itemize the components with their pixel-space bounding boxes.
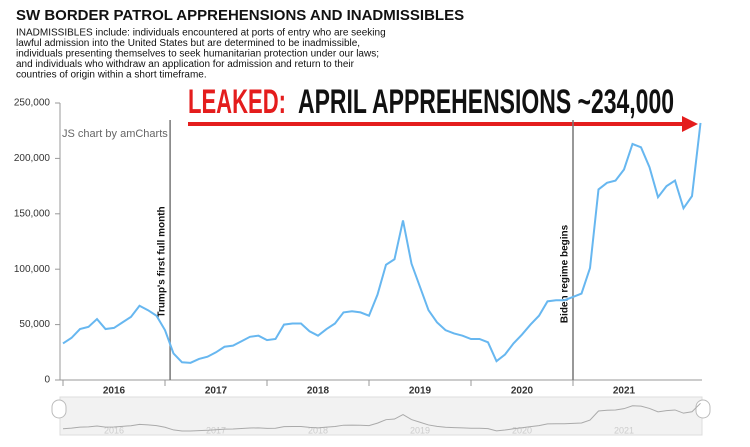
x-tick-label: 2018 [307, 386, 330, 397]
annotation: Trump's first full month [157, 206, 168, 317]
scroll-label: 2021 [614, 425, 634, 435]
line-series [62, 122, 702, 364]
annotation: Biden regime begins [560, 224, 571, 323]
y-tick-label: 0 [44, 375, 50, 386]
headline-lead: LEAKED: [188, 83, 286, 121]
scroll-label: 2019 [410, 425, 430, 435]
scroll-label: 2020 [512, 425, 532, 435]
x-tick-label: 2019 [409, 386, 432, 397]
headline: APRIL APPREHENSIONS ~234,000 [298, 83, 674, 121]
x-tick-label: 2017 [205, 386, 228, 397]
scroll-label: 2016 [104, 425, 124, 435]
y-tick-label: 100,000 [14, 264, 51, 275]
y-tick-label: 250,000 [14, 98, 51, 109]
description-line: INADMISSIBLES include: individuals encou… [16, 28, 386, 39]
description-line: countries of origin within a short timef… [16, 70, 207, 81]
description-line: lawful admission into the United States … [16, 38, 360, 49]
description-line: individuals presenting themselves to see… [16, 49, 379, 60]
x-tick-label: 2021 [613, 386, 636, 397]
scroll-label: 2018 [308, 425, 328, 435]
scroll-label: 2017 [206, 425, 226, 435]
y-tick-label: 50,000 [19, 319, 50, 330]
y-tick-label: 150,000 [14, 208, 51, 219]
x-tick-label: 2016 [103, 386, 126, 397]
scrollbar[interactable] [59, 396, 703, 436]
y-tick-label: 200,000 [14, 153, 51, 164]
credit: JS chart by amCharts [62, 128, 168, 140]
scroll-handle-right[interactable] [695, 399, 711, 419]
scroll-preview [62, 402, 701, 432]
x-tick-label: 2020 [511, 386, 534, 397]
scroll-handle-left[interactable] [51, 399, 67, 419]
chart-title: SW BORDER PATROL APPREHENSIONS AND INADM… [16, 7, 464, 24]
arrow-head [682, 116, 698, 132]
description-line: and individuals who withdraw an applicat… [16, 59, 355, 70]
